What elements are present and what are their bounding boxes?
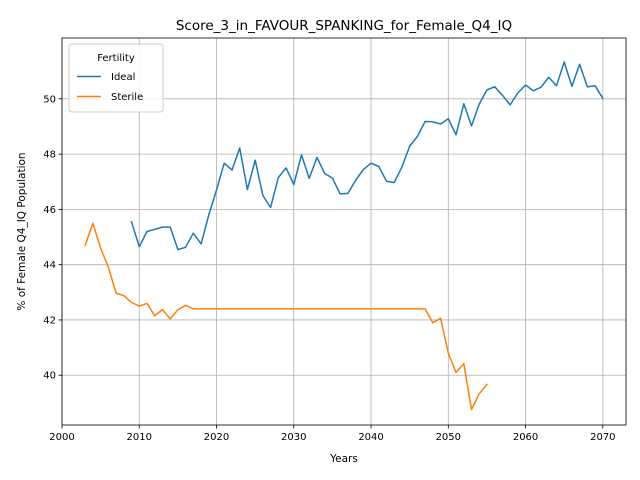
- x-tick-label: 2020: [204, 432, 229, 443]
- y-tick-label: 44: [43, 260, 56, 271]
- plot-frame: [61, 37, 627, 426]
- legend-box: [68, 43, 164, 113]
- legend-label: Ideal: [111, 72, 135, 83]
- grid: [61, 38, 626, 425]
- x-tick-label: 2000: [49, 432, 74, 443]
- x-tick-label: 2010: [127, 432, 152, 443]
- x-axis-title: Years: [329, 453, 358, 465]
- series-line-ideal: [130, 61, 604, 251]
- x-tick-label: 2070: [590, 432, 615, 443]
- legend-label: Sterile: [111, 92, 143, 103]
- x-tick-label: 2030: [281, 432, 306, 443]
- legend: Fertility Ideal Sterile: [68, 43, 164, 113]
- x-tick-label: 2060: [513, 432, 538, 443]
- legend-title: Fertility: [97, 53, 135, 64]
- y-tick-label: 46: [43, 205, 56, 216]
- axis-ticks: 2000 2010 2020 2030 2040 2050 2060 2070 40 42 44 46…: [43, 94, 615, 443]
- legend-entries: Ideal Sterile: [77, 72, 143, 103]
- y-tick-label: 40: [43, 371, 56, 382]
- chart-title: Score_3_in_FAVOUR_SPANKING_for_Female_Q4…: [176, 18, 512, 34]
- y-tick-label: 42: [43, 315, 56, 326]
- y-tick-label: 50: [43, 94, 56, 105]
- series-line-sterile: [84, 222, 488, 411]
- series-lines: [84, 61, 604, 411]
- y-axis-title: % of Female Q4_IQ Population: [16, 152, 28, 310]
- y-tick-label: 48: [43, 150, 56, 161]
- x-tick-label: 2050: [436, 432, 461, 443]
- x-tick-label: 2040: [358, 432, 383, 443]
